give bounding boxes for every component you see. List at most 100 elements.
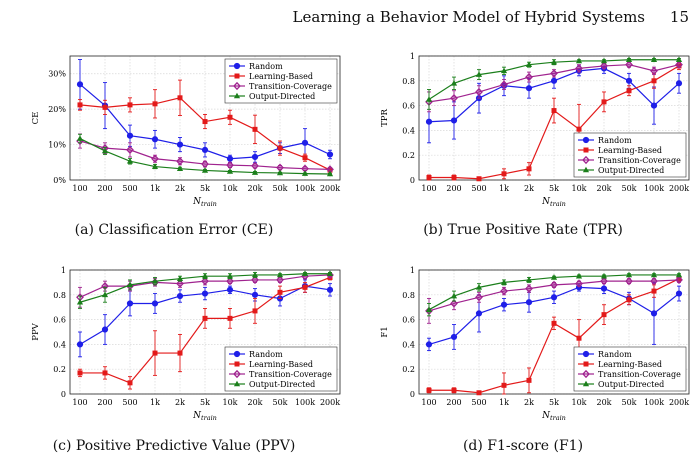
x-tick-label: 100k: [295, 184, 315, 193]
caption-f1: (d) F1-score (F1): [462, 438, 584, 454]
data-point: [201, 277, 209, 286]
y-tick-label: 0.8: [402, 77, 415, 86]
x-tick-label: 500: [471, 398, 486, 407]
data-point: [226, 272, 234, 279]
data-point: [526, 166, 532, 172]
data-point: [277, 289, 283, 295]
data-point: [475, 310, 483, 317]
data-point: [251, 271, 259, 278]
data-point: [525, 284, 533, 293]
x-axis-label: Ntrain: [541, 197, 566, 208]
y-tick-label: 0.4: [402, 126, 415, 135]
data-point: [550, 274, 558, 280]
data-point: [650, 310, 658, 317]
data-point: [201, 272, 209, 279]
data-point: [77, 102, 83, 108]
legend-label: Transition-Coverage: [249, 370, 332, 379]
data-point: [426, 175, 432, 181]
data-point: [525, 61, 533, 67]
figure-panel-ce: 0% 10% 20% 30% 100 200 500 1k 2k 5k 10k 20k 50k 100k 2…: [0, 44, 348, 256]
data-point: [575, 64, 583, 73]
data-point: [126, 281, 134, 288]
plot-frame: [69, 269, 341, 395]
data-point: [450, 94, 458, 103]
data-point: [650, 102, 658, 109]
legend-marker: [582, 136, 590, 144]
x-tick-label: 100k: [295, 398, 315, 407]
data-point: [550, 69, 558, 78]
x-tick-label: 1k: [150, 184, 160, 193]
data-point: [301, 170, 309, 176]
data-point: [251, 161, 259, 170]
data-point: [600, 277, 608, 286]
data-point: [251, 153, 259, 161]
data-point: [600, 57, 608, 64]
data-point: [251, 275, 259, 285]
legend-label: Transition-Coverage: [598, 370, 681, 379]
legend-label: Random: [598, 136, 632, 145]
legend-marker: [582, 155, 590, 165]
data-point: [127, 102, 133, 108]
data-point: [276, 275, 284, 285]
page-header: Learning a Behavior Model of Hybrid Syst…: [0, 8, 697, 28]
x-tick-label: 2k: [175, 184, 185, 193]
data-point: [201, 146, 209, 153]
data-point: [500, 80, 508, 89]
data-point: [626, 88, 632, 94]
x-tick-label: 200: [97, 184, 112, 193]
data-point: [176, 275, 184, 281]
data-point: [425, 96, 433, 102]
data-point: [252, 126, 258, 132]
y-tick-label: 0.6: [53, 316, 66, 325]
x-tick-label: 20k: [247, 398, 262, 407]
x-tick-label: 20k: [247, 184, 262, 193]
legend-marker: [234, 73, 240, 79]
data-point: [251, 169, 259, 175]
x-tick-label: 5k: [549, 184, 559, 193]
legend-label: Learning-Based: [249, 360, 313, 369]
x-tick-label: 200k: [669, 184, 689, 193]
data-point: [276, 271, 284, 278]
data-point: [651, 78, 657, 84]
legend-label: Random: [249, 350, 283, 359]
data-point: [425, 118, 433, 125]
data-point: [650, 66, 658, 76]
data-point: [475, 284, 483, 290]
data-point: [576, 126, 582, 132]
data-point: [101, 326, 109, 333]
data-point: [575, 279, 583, 288]
legend-marker: [234, 361, 240, 367]
data-point: [650, 56, 658, 63]
x-tick-label: 5k: [549, 398, 559, 407]
x-tick-label: 500: [122, 184, 137, 193]
data-point: [302, 155, 308, 161]
data-point: [326, 270, 334, 277]
plot-frame: [418, 269, 690, 395]
data-point: [450, 292, 458, 299]
data-point: [301, 270, 309, 277]
data-point: [500, 279, 508, 285]
legend-marker: [233, 369, 241, 379]
data-point: [126, 157, 134, 164]
legend-marker: [233, 350, 241, 358]
data-point: [625, 60, 633, 69]
data-point: [425, 306, 433, 312]
x-tick-label: 5k: [200, 398, 210, 407]
legend-marker: [233, 92, 241, 99]
legend-marker: [582, 166, 590, 173]
data-point: [77, 370, 83, 376]
data-point: [126, 300, 134, 307]
y-tick-label: 0.2: [402, 151, 415, 160]
data-point: [76, 81, 84, 88]
data-point: [451, 175, 457, 181]
y-tick-label: 0.2: [53, 365, 66, 374]
x-tick-label: 2k: [524, 398, 534, 407]
data-point: [600, 285, 608, 292]
data-point: [675, 60, 683, 69]
y-tick-label: 0.6: [402, 316, 415, 325]
data-point: [600, 61, 608, 71]
legend-label: Output-Directed: [598, 380, 664, 389]
y-axis-label: PPV: [31, 322, 41, 340]
chart-tpr: 0 0.2 0.4 0.6 0.8 1 100 200 500 1k 2k 5k 10k 20k 50k 10…: [380, 52, 690, 208]
x-axis-label: Ntrain: [192, 411, 217, 422]
